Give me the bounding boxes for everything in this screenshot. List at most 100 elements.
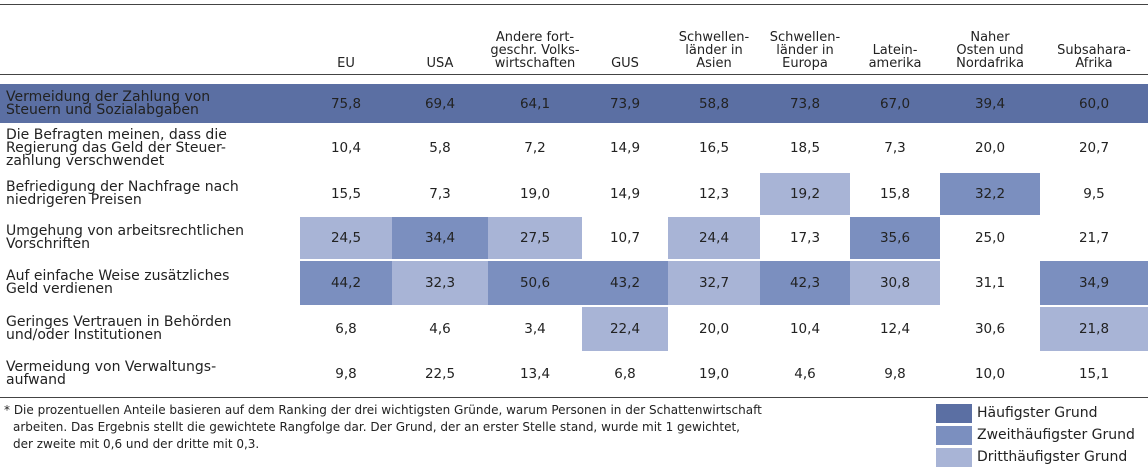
footnote: * Die prozentuellen Anteile basieren auf…	[4, 402, 904, 453]
table-cell: 34,4	[392, 217, 488, 259]
column-header: USA	[392, 6, 488, 70]
table-cell: 24,4	[668, 217, 760, 259]
column-header: Naher Osten und Nordafrika	[940, 6, 1040, 70]
row-label: Geringes Vertrauen in Behörden und/oder I…	[6, 307, 296, 351]
header-line: Latein-	[872, 43, 918, 58]
table-cell: 21,8	[1040, 307, 1148, 351]
table-cell: 22,5	[424, 365, 456, 382]
table-cell: 9,8	[335, 365, 357, 382]
label-line: Geringes Vertrauen in Behörden	[6, 314, 232, 330]
table-cell: 64,1	[488, 84, 582, 123]
footnote-line: * Die prozentuellen Anteile basieren auf…	[4, 403, 762, 417]
table-cell: 10,0	[974, 365, 1006, 382]
table-cell: 44,2	[300, 261, 392, 305]
table-cell: 15,8	[879, 186, 911, 202]
column-header: Latein-amerika	[850, 6, 940, 70]
label-line: Umgehung von arbeitsrechtlichen	[6, 223, 244, 239]
footnote-line: arbeiten. Das Ergebnis stellt die gewich…	[13, 420, 740, 434]
column-header: Andere fort-geschr. Volks-wirtschaften	[488, 6, 582, 70]
table-cell: 9,8	[884, 365, 906, 382]
bottom-rule	[0, 397, 1148, 398]
table-cell: 19,2	[760, 173, 850, 215]
table-cell: 20,0	[974, 140, 1006, 156]
header-line: Schwellen-	[678, 30, 750, 45]
table-cell: 73,8	[760, 84, 850, 123]
table-cell: 25,0	[974, 230, 1006, 246]
table-cell: 15,5	[330, 186, 362, 202]
header-line: länder in	[685, 43, 743, 58]
label-line: und/oder Institutionen	[6, 327, 162, 343]
label-line: Auf einfache Weise zusätzliches	[6, 268, 230, 284]
table-cell: 4,6	[794, 365, 816, 382]
footnote-line: der zweite mit 0,6 und der dritte mit 0,…	[13, 437, 260, 451]
row-label: Die Befragten meinen, dass die Regierung …	[6, 125, 296, 171]
label-line: Vermeidung von Verwaltungs-	[6, 358, 217, 375]
column-header: EU	[300, 6, 392, 70]
header-line: Naher	[970, 30, 1010, 45]
label-line: zahlung verschwendet	[6, 152, 165, 169]
table-cell: 12,3	[698, 186, 730, 202]
table-cell: 4,6	[429, 321, 451, 337]
header-line: wirtschaften	[494, 56, 576, 71]
table-cell: 12,4	[879, 321, 911, 337]
table-cell: 21,7	[1078, 230, 1110, 246]
table-cell: 7,2	[524, 140, 546, 156]
table-cell: 3,4	[524, 321, 546, 337]
header-line: EU	[337, 56, 355, 71]
table-cell: 24,5	[300, 217, 392, 259]
table-cell: 22,4	[582, 307, 668, 351]
table-cell: 32,2	[940, 173, 1040, 215]
table-cell: 34,9	[1040, 261, 1148, 305]
table-cell: 6,8	[614, 365, 636, 382]
table-cell: 39,4	[940, 84, 1040, 123]
row-label: Vermeidung der Zahlung von Steuern und So…	[0, 84, 300, 123]
table-cell: 32,7	[668, 261, 760, 305]
table-cell: 17,3	[789, 230, 821, 246]
table-cell: 10,7	[609, 230, 641, 246]
table-cell: 32,3	[392, 261, 488, 305]
header-line: Afrika	[1075, 56, 1113, 71]
header-line: Nordafrika	[956, 56, 1024, 71]
header-line: Andere fort-	[495, 30, 575, 45]
column-header: Schwellen-länder in Europa	[760, 6, 850, 70]
table-cell: 75,8	[300, 84, 392, 123]
top-rule	[0, 4, 1148, 5]
header-line: GUS	[611, 56, 639, 71]
table-cell: 60,0	[1040, 84, 1148, 123]
header-line: Subsahara-	[1057, 43, 1131, 58]
table-cell: 14,9	[609, 186, 641, 202]
header-line: amerika	[868, 56, 922, 71]
column-header: Subsahara- Afrika	[1040, 6, 1148, 70]
table-cell: 73,9	[582, 84, 668, 123]
table-cell: 9,5	[1083, 186, 1105, 202]
table-cell: 67,0	[850, 84, 940, 123]
legend-label: Dritthäufigster Grund	[977, 449, 1128, 465]
table-cell: 15,1	[1078, 365, 1110, 382]
table-cell: 30,8	[850, 261, 940, 305]
table-cell: 7,3	[884, 140, 906, 156]
label-line: aufwand	[6, 371, 66, 388]
column-header: GUS	[582, 6, 668, 70]
row-label: Befriedigung der Nachfrage nach niedriger…	[6, 173, 296, 215]
table-cell: 58,8	[668, 84, 760, 123]
table-cell: 30,6	[974, 321, 1006, 337]
table-cell: 31,1	[974, 275, 1006, 291]
row-label: Auf einfache Weise zusätzliches Geld verd…	[6, 261, 296, 305]
label-line: Vermeidung der Zahlung von	[6, 88, 211, 105]
table-cell: 10,4	[789, 321, 821, 337]
legend-swatch	[936, 426, 972, 445]
table-cell: 18,5	[789, 140, 821, 156]
label-line: Geld verdienen	[6, 281, 113, 297]
table-cell: 27,5	[488, 217, 582, 259]
header-line: geschr. Volks-	[490, 43, 580, 58]
legend-swatch	[936, 448, 972, 467]
table-cell: 50,6	[488, 261, 582, 305]
legend-swatch	[936, 404, 972, 423]
table-cell: 6,8	[335, 321, 357, 337]
header-line: USA	[426, 56, 454, 71]
table-cell: 20,7	[1078, 140, 1110, 156]
table-cell: 7,3	[429, 186, 451, 202]
label-line: niedrigeren Preisen	[6, 192, 142, 208]
label-line: Regierung das Geld der Steuer-	[6, 139, 226, 156]
